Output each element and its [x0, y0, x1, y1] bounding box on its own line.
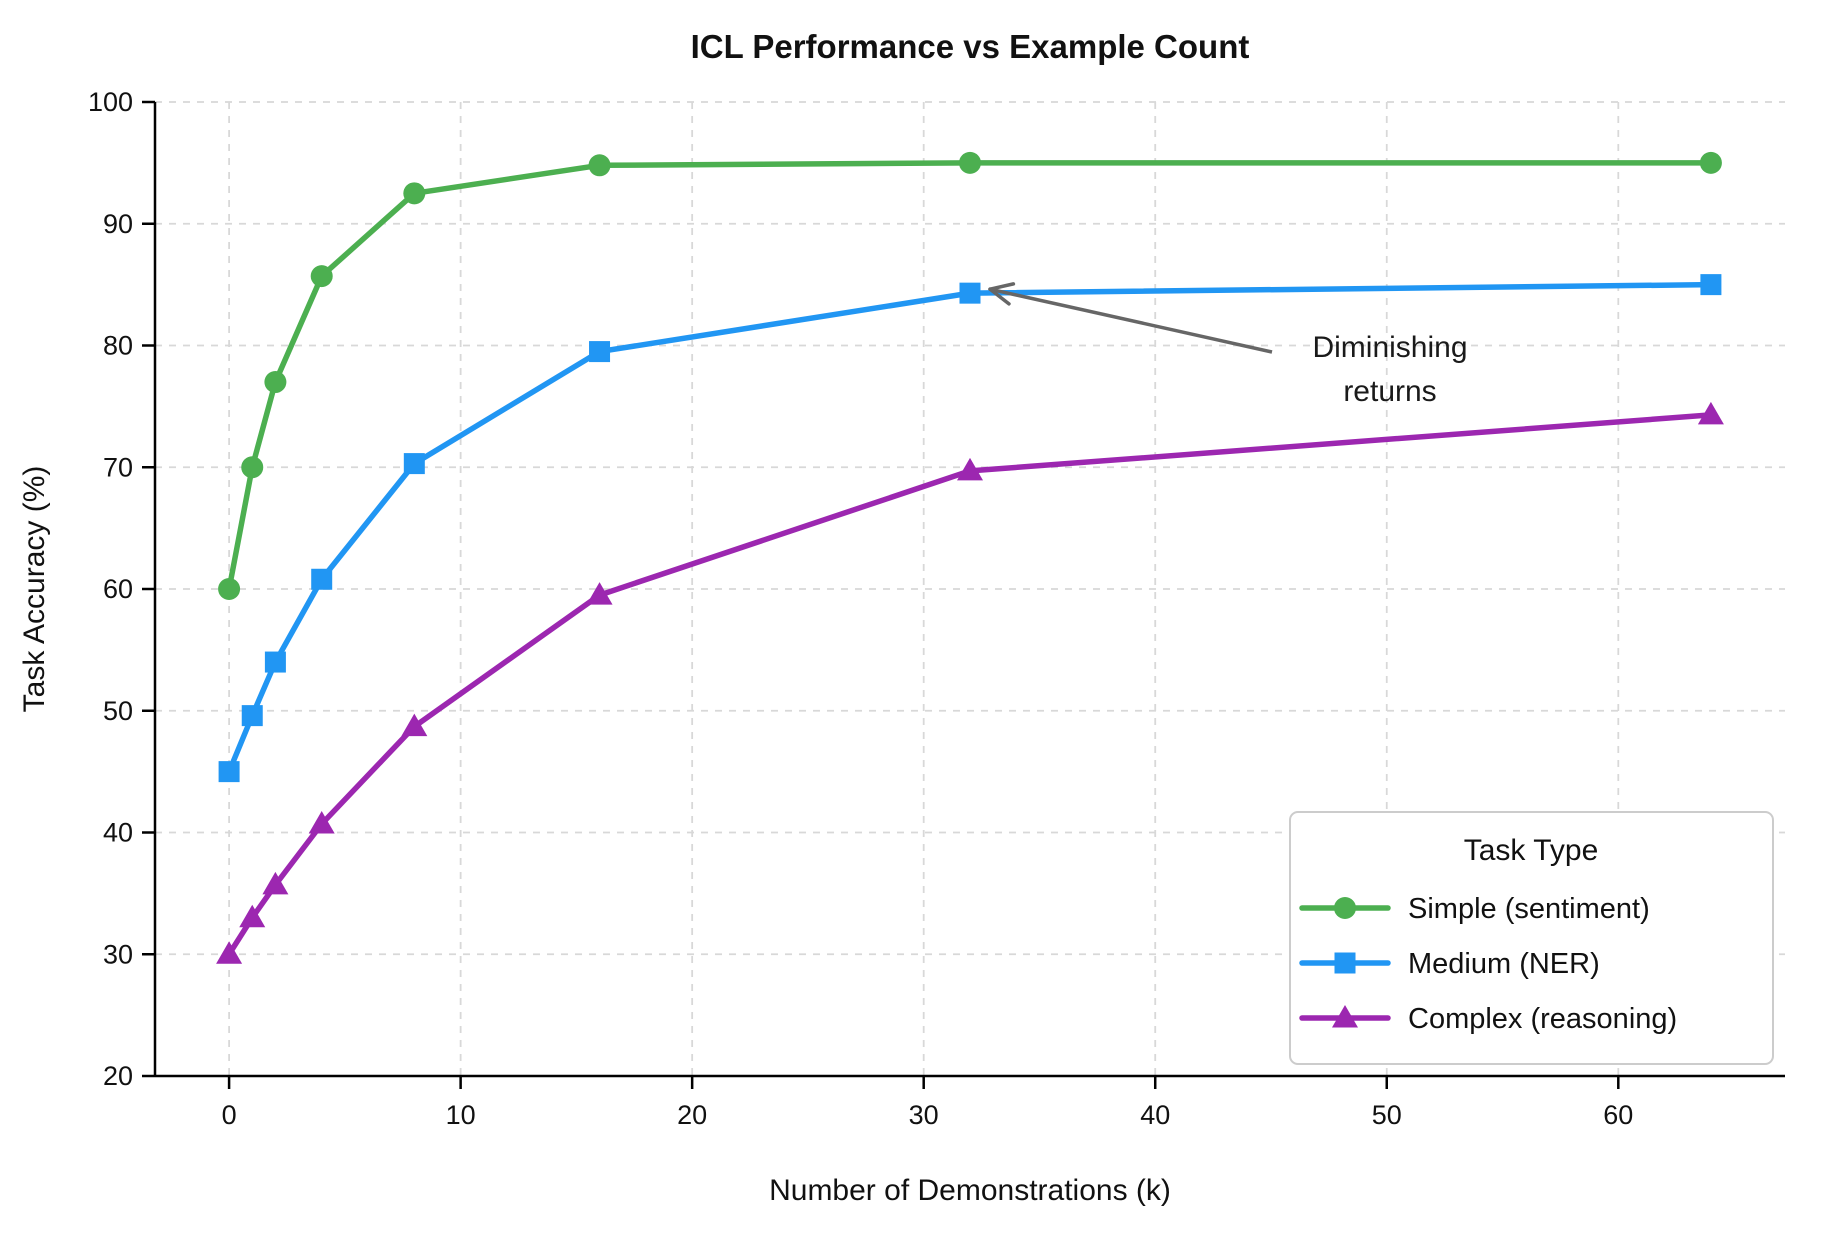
data-point-1-k16 [589, 341, 611, 363]
data-point-0-k8 [403, 182, 426, 205]
data-point-2-k2 [262, 871, 289, 895]
legend-title: Task Type [1464, 834, 1599, 867]
y-tick-label-70: 70 [103, 452, 133, 482]
series-line-0 [226, 160, 1714, 592]
legend-swatch-marker-1 [1334, 952, 1356, 974]
series-simple-sentiment [218, 151, 1722, 600]
axis-ticks: 0 10 20 30 40 50 60 20 30 40 50 60 70 80 90 100 [88, 87, 1633, 1130]
y-tick-label-30: 30 [103, 939, 133, 969]
data-point-0-k32 [959, 151, 981, 174]
data-point-0-k4 [310, 265, 333, 288]
data-point-0-k0 [218, 578, 241, 600]
data-point-2-k0 [216, 941, 243, 964]
data-point-2-k64 [1697, 401, 1724, 425]
data-point-2-k8 [401, 713, 428, 737]
data-point-1-k32 [959, 282, 981, 304]
data-point-1-k4 [311, 568, 333, 590]
y-tick-label-50: 50 [103, 696, 133, 726]
arrow-shaft [989, 287, 1273, 354]
x-tick-label-50: 50 [1372, 1100, 1402, 1130]
x-tick-label-20: 20 [677, 1100, 707, 1130]
diminishing-returns-annotation: Diminishing returns [988, 282, 1468, 408]
data-point-0-k16 [588, 154, 611, 177]
legend-swatches [1299, 897, 1391, 1028]
arrow-head-0 [988, 287, 1011, 306]
data-point-1-k8 [403, 453, 425, 475]
data-point-2-k4 [308, 810, 335, 834]
y-tick-label-60: 60 [103, 574, 133, 604]
y-tick-label-80: 80 [103, 331, 133, 361]
legend-box [1289, 811, 1774, 1065]
annotation-line-2: returns [1343, 375, 1436, 408]
data-point-1-k0 [218, 761, 240, 783]
data-point-0-k1 [241, 456, 264, 479]
x-tick-label-40: 40 [1140, 1100, 1170, 1130]
data-point-0-k2 [264, 371, 287, 394]
legend: Task Type Simple (sentiment) Medium (NER… [1289, 811, 1774, 1065]
data-point-2-k32 [957, 457, 983, 481]
annotation-line-1: Diminishing [1312, 331, 1467, 364]
legend-swatch-marker-0 [1334, 897, 1356, 919]
x-tick-label-10: 10 [446, 1100, 476, 1130]
y-tick-label-20: 20 [103, 1061, 133, 1091]
data-point-0-k64 [1699, 151, 1722, 174]
data-point-1-k2 [264, 651, 286, 673]
legend-label-medium: Medium (NER) [1408, 948, 1600, 980]
x-tick-label-30: 30 [909, 1100, 939, 1130]
y-axis-label: Task Accuracy (%) [18, 466, 51, 713]
data-series [216, 151, 1724, 964]
y-tick-label-100: 100 [88, 87, 133, 117]
data-point-1-k1 [241, 705, 263, 727]
series-medium-ner [218, 274, 1722, 783]
data-point-1-k64 [1700, 274, 1722, 296]
data-point-2-k1 [239, 904, 266, 928]
series-complex-reasoning [216, 401, 1724, 964]
chart-title: ICL Performance vs Example Count [691, 28, 1250, 65]
annotation-arrow [988, 282, 1273, 354]
legend-label-simple: Simple (sentiment) [1408, 893, 1650, 925]
data-point-2-k16 [586, 582, 613, 605]
y-tick-label-40: 40 [103, 818, 133, 848]
x-axis-label: Number of Demonstrations (k) [769, 1174, 1171, 1207]
x-tick-label-60: 60 [1603, 1100, 1633, 1130]
x-tick-label-0: 0 [222, 1100, 237, 1130]
legend-swatch-marker-2 [1332, 1005, 1358, 1028]
legend-label-complex: Complex (reasoning) [1408, 1003, 1677, 1035]
arrow-head-1 [988, 282, 1016, 291]
y-tick-label-90: 90 [103, 209, 133, 239]
